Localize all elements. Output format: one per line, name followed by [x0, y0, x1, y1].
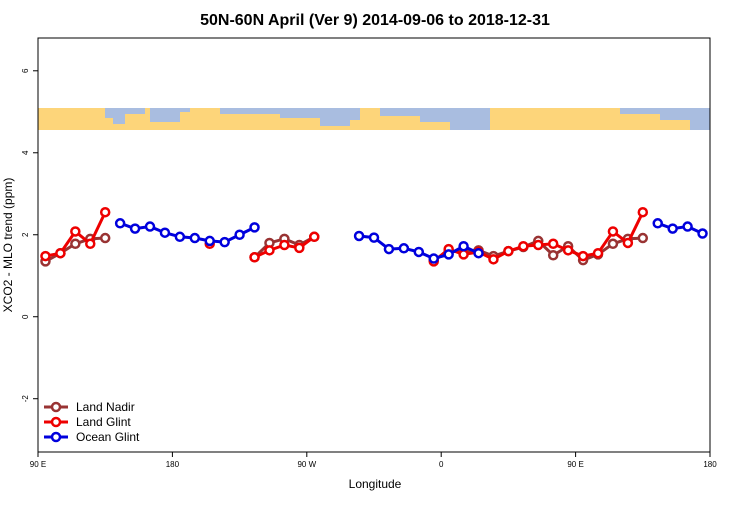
data-point	[607, 238, 619, 250]
data-point	[592, 247, 604, 259]
data-point	[294, 242, 305, 254]
data-point	[85, 238, 96, 250]
data-point	[503, 245, 514, 257]
data-point	[667, 223, 678, 234]
data-point	[607, 226, 619, 237]
data-point	[368, 232, 380, 243]
data-point	[204, 235, 215, 247]
data-point	[219, 236, 230, 248]
data-point	[144, 221, 156, 232]
data-point	[488, 254, 499, 265]
data-point	[458, 240, 469, 252]
data-point	[413, 246, 425, 258]
x-tick-label: 0	[439, 460, 444, 469]
chart-title: 50N-60N April (Ver 9) 2014-09-06 to 2018…	[200, 12, 550, 29]
data-point	[249, 252, 260, 263]
data-point	[40, 250, 51, 262]
map-strip	[38, 108, 710, 130]
data-point	[249, 222, 260, 233]
data-point	[309, 231, 320, 243]
data-point	[114, 218, 126, 229]
data-point	[622, 237, 634, 249]
y-tick-label: -2	[21, 395, 30, 403]
data-point	[70, 238, 81, 250]
data-point	[473, 247, 484, 259]
y-tick-label: 6	[21, 68, 30, 73]
x-tick-label: 90 E	[567, 460, 583, 469]
data-point	[70, 226, 81, 237]
data-point	[577, 250, 589, 262]
data-point	[159, 227, 171, 238]
data-point	[55, 247, 66, 259]
legend-marker	[50, 431, 62, 443]
data-point	[637, 232, 649, 244]
data-point	[547, 238, 559, 250]
data-point	[353, 230, 365, 242]
data-point	[99, 206, 111, 218]
data-point	[637, 206, 649, 218]
x-tick-label: 180	[703, 460, 717, 469]
data-point	[129, 223, 141, 234]
data-point	[234, 229, 245, 241]
data-point	[443, 249, 454, 260]
x-axis-label: Longitude	[349, 477, 402, 491]
y-tick-label: 4	[21, 150, 30, 155]
data-point	[458, 249, 469, 260]
x-tick-label: 90 E	[30, 460, 46, 469]
legend-label: Ocean Glint	[76, 430, 140, 444]
data-point	[682, 221, 693, 232]
data-point	[264, 245, 275, 256]
legend-marker	[50, 401, 62, 413]
plot-frame	[37, 37, 711, 453]
y-tick-label: 0	[21, 314, 30, 319]
data-point	[428, 253, 439, 264]
data-point	[99, 232, 111, 244]
data-point	[547, 249, 559, 261]
legend-label: Land Glint	[76, 415, 131, 429]
data-point	[174, 231, 186, 243]
y-tick-label: 2	[21, 232, 30, 237]
data-point	[279, 239, 290, 251]
data-point	[533, 239, 544, 251]
legend-marker	[50, 416, 62, 428]
data-point	[652, 218, 663, 229]
x-tick-label: 90 W	[297, 460, 316, 469]
legend-label: Land Nadir	[76, 400, 135, 414]
x-tick-label: 180	[166, 460, 180, 469]
data-point	[562, 245, 574, 256]
data-point	[383, 243, 395, 255]
data-point	[189, 232, 201, 244]
data-point	[518, 240, 529, 252]
data-point	[697, 228, 708, 239]
data-point	[398, 243, 410, 254]
y-axis-label: XCO2 - MLO trend (ppm)	[1, 178, 15, 313]
